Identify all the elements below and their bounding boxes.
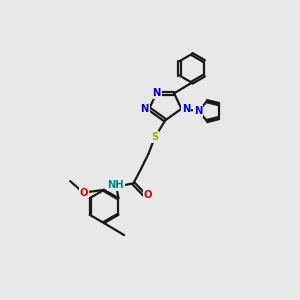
Text: N: N: [194, 106, 202, 116]
Text: S: S: [151, 132, 158, 142]
Text: N: N: [182, 104, 190, 114]
Text: NH: NH: [108, 181, 124, 190]
Text: O: O: [143, 190, 152, 200]
Text: N: N: [141, 104, 149, 114]
Text: N: N: [152, 88, 161, 98]
Text: O: O: [80, 188, 88, 198]
